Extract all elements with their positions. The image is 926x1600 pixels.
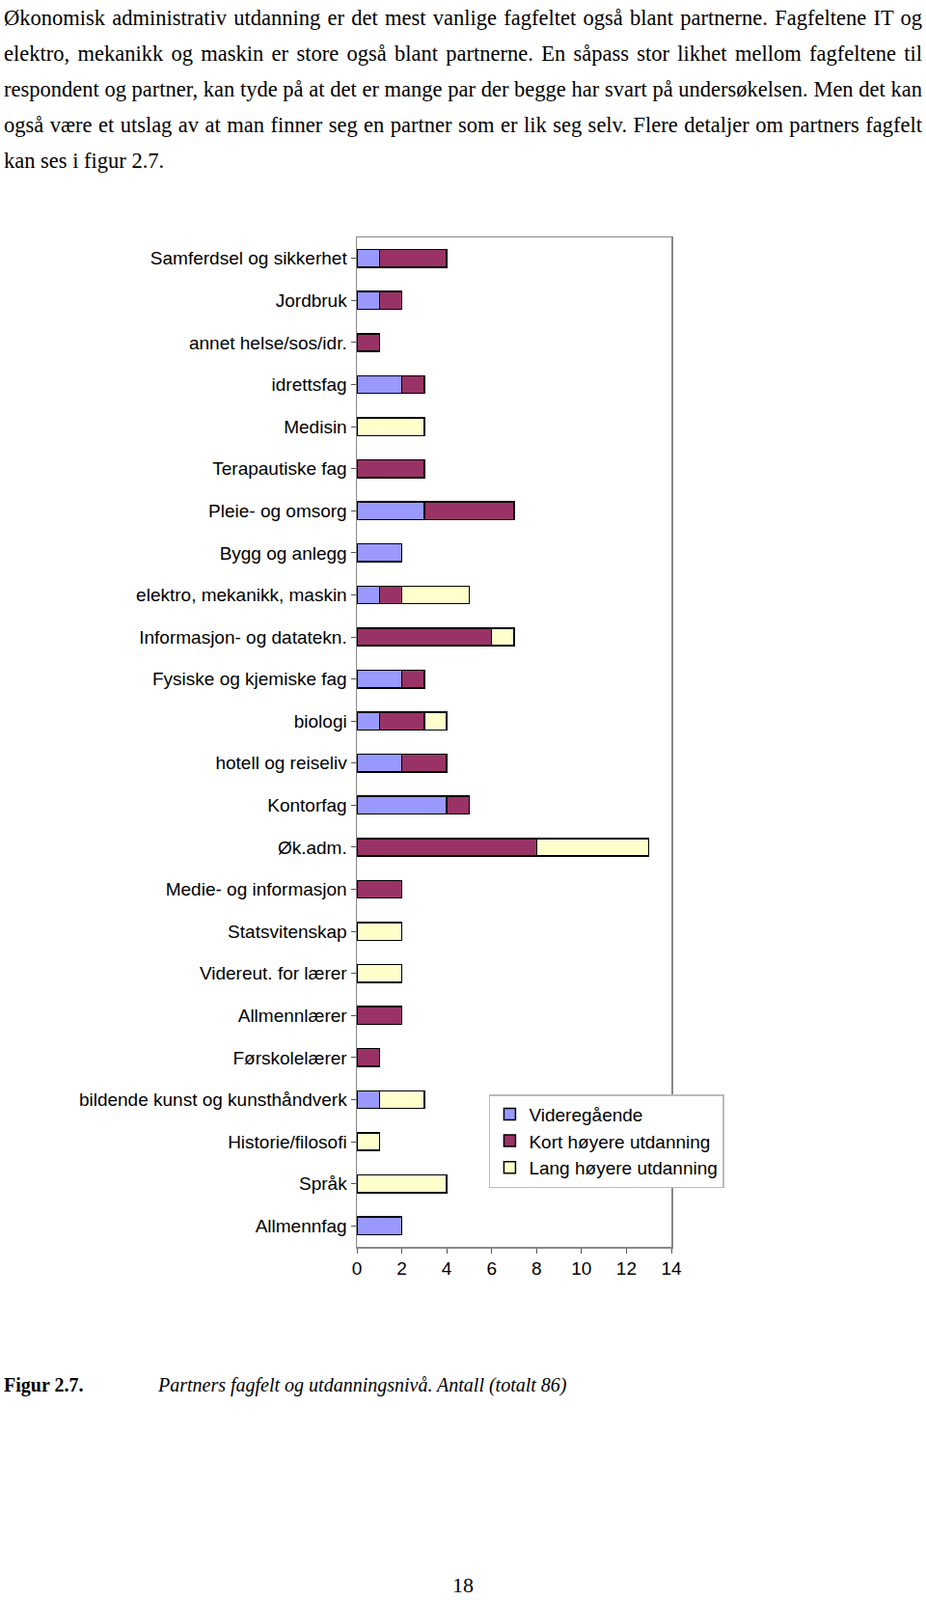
- svg-text:Videreut. for lærer: Videreut. for lærer: [199, 962, 348, 983]
- svg-text:Allmennlærer: Allmennlærer: [238, 1005, 349, 1026]
- svg-text:Jordbruk: Jordbruk: [275, 290, 348, 311]
- svg-text:Språk: Språk: [299, 1172, 348, 1194]
- svg-text:Historie/filosofi: Historie/filosofi: [227, 1131, 348, 1152]
- svg-text:Videregående: Videregående: [528, 1104, 643, 1125]
- svg-text:Lang høyere utdanning: Lang høyere utdanning: [528, 1157, 717, 1178]
- svg-text:Allmennfag: Allmennfag: [255, 1215, 348, 1236]
- svg-text:Statsvitenskap: Statsvitenskap: [227, 921, 348, 942]
- svg-text:Førskolelærer: Førskolelærer: [232, 1047, 348, 1068]
- svg-text:Kontorfag: Kontorfag: [267, 794, 347, 816]
- svg-text:8: 8: [531, 1257, 543, 1279]
- svg-text:Medisin: Medisin: [283, 416, 347, 437]
- svg-text:Pleie- og omsorg: Pleie- og omsorg: [208, 500, 348, 521]
- svg-text:2: 2: [396, 1257, 408, 1279]
- svg-text:14: 14: [660, 1257, 682, 1279]
- html-text:18: 18: [452, 1572, 474, 1597]
- svg-text:4: 4: [441, 1257, 453, 1279]
- html-text:Partners fagfelt og utdannings: Partners fagfelt og utdanningsnivå. Anta…: [158, 1373, 567, 1395]
- svg-text:Medie- og informasjon: Medie- og informasjon: [165, 878, 348, 899]
- svg-text:Terapautiske fag: Terapautiske fag: [212, 458, 347, 479]
- svg-text:idrettsfag: idrettsfag: [272, 374, 348, 395]
- svg-text:Samferdsel og sikkerhet: Samferdsel og sikkerhet: [150, 247, 349, 269]
- svg-text:biologi: biologi: [294, 710, 348, 732]
- svg-text:Øk.adm.: Øk.adm.: [277, 837, 348, 858]
- svg-text:Bygg og anlegg: Bygg og anlegg: [219, 543, 348, 564]
- svg-text:6: 6: [486, 1257, 497, 1279]
- svg-text:Fysiske og kjemiske fag: Fysiske og kjemiske fag: [152, 668, 348, 689]
- svg-text:Informasjon- og datatekn.: Informasjon- og datatekn.: [138, 626, 347, 648]
- svg-text:0: 0: [352, 1257, 363, 1279]
- svg-text:elektro, mekanikk, maskin: elektro, mekanikk, maskin: [136, 584, 348, 605]
- svg-text:Kort høyere utdanning: Kort høyere utdanning: [528, 1131, 710, 1152]
- svg-text:12: 12: [616, 1257, 637, 1279]
- svg-text:bildende kunst og kunsthåndver: bildende kunst og kunsthåndverk: [79, 1089, 348, 1110]
- html-text:Figur 2.7.: Figur 2.7.: [3, 1373, 84, 1395]
- svg-text:10: 10: [571, 1257, 592, 1279]
- svg-text:annet helse/sos/idr.: annet helse/sos/idr.: [189, 332, 348, 354]
- svg-text:hotell og reiseliv: hotell og reiseliv: [215, 752, 348, 773]
- html-text:Økonomisk administrativ utdann: Økonomisk administrativ utdanning er det…: [3, 5, 923, 173]
